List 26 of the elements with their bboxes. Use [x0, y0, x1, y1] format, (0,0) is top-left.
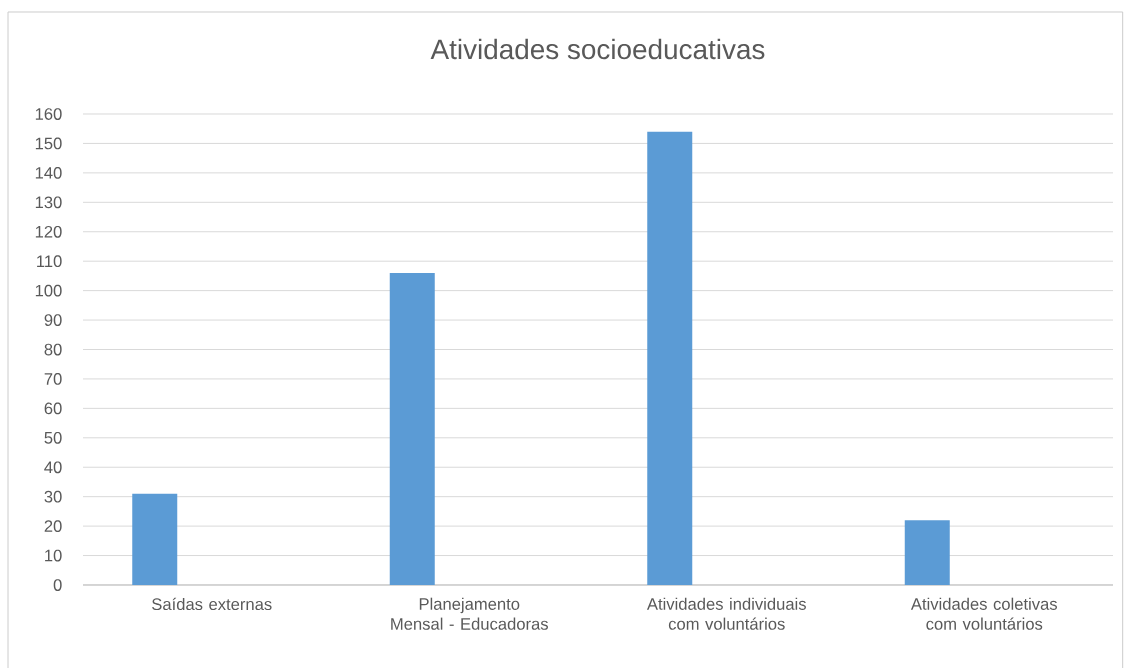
x-tick-label: Atividades coletivas com voluntários [910, 597, 1058, 630]
y-tick-label: 100 [35, 284, 62, 297]
y-tick-label: 40 [44, 461, 62, 474]
bar [647, 131, 693, 585]
y-tick-label: 150 [35, 137, 62, 150]
bar [132, 493, 178, 585]
x-tick-label: Atividades individuais com voluntários [646, 597, 806, 630]
y-tick-label: 130 [35, 196, 62, 209]
y-tick-label: 110 [37, 255, 62, 268]
y-tick-label: 90 [44, 314, 62, 326]
y-tick-label: 70 [44, 373, 62, 385]
y-tick-label: 120 [35, 225, 62, 238]
bar [904, 520, 950, 585]
x-tick-label: Planejamento Mensal - Educadoras [391, 597, 548, 630]
x-tick-label: Saídas externas [152, 597, 272, 611]
y-tick-label: 160 [35, 108, 62, 120]
y-tick-label: 10 [45, 549, 62, 562]
y-tick-label: 50 [44, 431, 62, 444]
y-tick-label: 80 [44, 343, 62, 356]
bar [389, 272, 435, 585]
chart-title: Atividades socioeducativas [430, 38, 765, 60]
y-tick-label: 20 [44, 520, 62, 533]
y-tick-label: 140 [35, 167, 62, 179]
y-tick-label: 0 [53, 579, 62, 591]
y-tick-label: 30 [44, 490, 62, 503]
y-tick-label: 60 [44, 402, 62, 415]
